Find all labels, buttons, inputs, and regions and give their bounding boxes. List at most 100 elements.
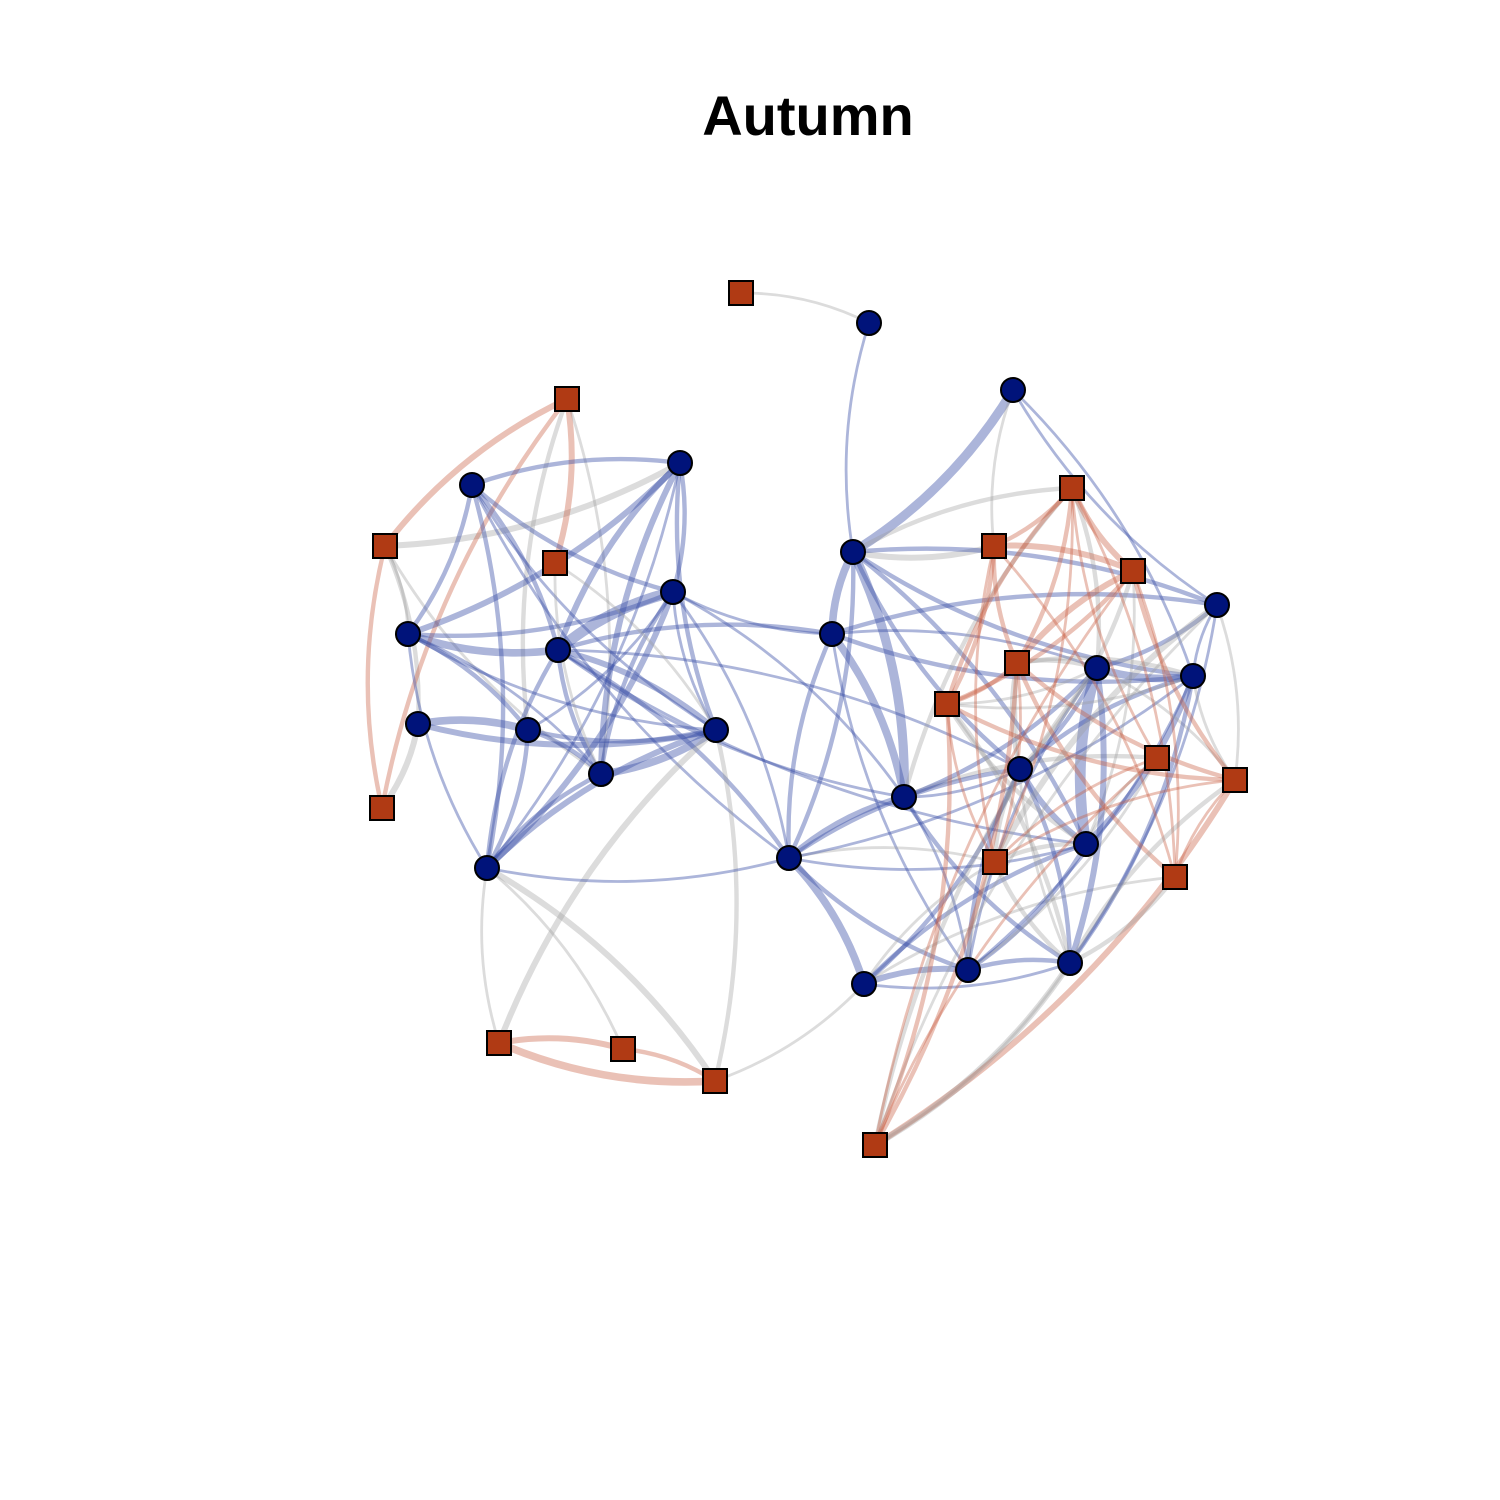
edge-c5-c11 <box>671 590 718 732</box>
edge-c15-c18 <box>902 795 970 972</box>
edge-s14-c21 <box>992 602 1220 865</box>
edge-s5-s6 <box>496 1035 626 1052</box>
edge-c17-c24 <box>862 961 1072 990</box>
edge-c11-s5 <box>496 727 719 1046</box>
edge-c14-c22 <box>830 629 1099 670</box>
edge-c19-c22 <box>1017 665 1100 772</box>
edge-c5-c6 <box>405 589 676 639</box>
edge-c13-c23 <box>850 549 1196 679</box>
edge-s13-s17 <box>944 701 1238 783</box>
edge-c2-c13 <box>848 385 1018 557</box>
node-layer <box>369 280 1248 1158</box>
square-node <box>542 550 568 576</box>
edge-c21-c22 <box>1094 602 1220 671</box>
edge-c13-c16 <box>786 549 856 861</box>
square-node <box>862 1132 888 1158</box>
edge-c7-c20 <box>556 648 1088 846</box>
square-node <box>486 1030 512 1056</box>
circle-node <box>955 957 981 983</box>
square-node <box>981 533 1007 559</box>
edge-c18-c19 <box>965 766 1023 973</box>
edge-c7-c15 <box>556 648 906 799</box>
edge-s10-s13 <box>944 485 1075 707</box>
edge-c4-c6 <box>405 482 475 637</box>
edge-c14-c16 <box>786 631 835 861</box>
edge-s13-s14 <box>945 702 997 864</box>
circle-node <box>395 621 421 647</box>
edge-s4-s13 <box>944 543 997 707</box>
edge-c13-c19 <box>850 549 1023 772</box>
edge-s4-s16 <box>992 544 1177 879</box>
edge-s14-s17 <box>993 778 1237 864</box>
edge-c15-s10 <box>901 485 1075 800</box>
edge-c4-c16 <box>470 483 791 860</box>
edge-c3-c4 <box>469 456 683 488</box>
edge-s2-s3 <box>552 396 575 566</box>
edge-c16-c20 <box>787 842 1088 871</box>
edge-s12-s17 <box>1014 660 1238 783</box>
edge-c5-c16 <box>671 590 791 860</box>
edge-c19-c24 <box>1017 766 1073 966</box>
edge-s5-s8 <box>495 1039 719 1086</box>
edge-c9-c11 <box>525 727 719 744</box>
edge-s1-c1 <box>739 291 871 325</box>
edge-s12-s18 <box>872 660 1020 1148</box>
edge-c21-s17 <box>1215 603 1240 782</box>
circle-node <box>545 637 571 663</box>
edge-c18-c23 <box>966 674 1195 972</box>
edge-c6-c10 <box>406 632 603 776</box>
circle-node <box>515 717 541 743</box>
edge-c24-s18 <box>873 961 1072 1147</box>
edge-s3-c11 <box>553 561 718 732</box>
edge-c19-c23 <box>1017 673 1196 772</box>
edge-c3-c12 <box>485 461 682 870</box>
edge-c7-c19 <box>556 648 1022 771</box>
edge-c17-s14 <box>862 860 997 986</box>
edge-s11-s13 <box>944 568 1136 707</box>
edge-c13-c21 <box>850 546 1220 608</box>
edge-c6-c12 <box>406 632 489 870</box>
edge-c10-s3 <box>553 561 603 776</box>
edge-c12-s5 <box>480 866 501 1045</box>
circle-node <box>819 621 845 647</box>
edge-c4-c12 <box>469 482 506 871</box>
edge-c5-c14 <box>671 590 834 636</box>
edge-c12-s6 <box>485 866 625 1051</box>
edge-c16-c23 <box>787 674 1195 860</box>
circle-node <box>667 450 693 476</box>
edge-c20-s11 <box>1084 569 1136 846</box>
edge-c24-s13 <box>944 701 1073 966</box>
circle-node <box>1073 831 1099 857</box>
edge-c2-c23 <box>1011 388 1195 678</box>
edge-c5-c9 <box>526 590 675 732</box>
circle-node <box>588 761 614 787</box>
edge-s17-s18 <box>872 777 1238 1148</box>
edge-c14-c18 <box>830 632 970 972</box>
edge-c5-c10 <box>598 589 676 777</box>
edge-c22-s10 <box>1069 485 1102 671</box>
square-node <box>369 795 395 821</box>
circle-node <box>459 472 485 498</box>
edge-s12-s16 <box>1014 660 1178 880</box>
edge-c15-c19 <box>902 767 1022 799</box>
edge-c22-s18 <box>872 665 1100 1148</box>
square-node <box>1222 767 1248 793</box>
square-node <box>934 691 960 717</box>
edge-c1-c13 <box>844 321 871 554</box>
edge-s16-c17 <box>862 875 1177 986</box>
circle-node <box>1084 655 1110 681</box>
edge-c13-c15 <box>848 547 909 802</box>
edge-c16-c17 <box>785 854 868 988</box>
edge-c15-c16 <box>786 794 907 861</box>
edge-c21-c24 <box>1068 603 1219 965</box>
edge-c14-c23 <box>829 631 1196 684</box>
edge-c2-c21 <box>1011 388 1219 607</box>
edge-s10-s15 <box>1070 486 1159 760</box>
square-node <box>702 1068 728 1094</box>
edge-s9-c10 <box>383 544 603 776</box>
circle-node <box>1000 377 1026 403</box>
square-node <box>1162 864 1188 890</box>
edge-s18-c24 <box>872 960 1073 1148</box>
edge-c3-c5 <box>670 460 687 595</box>
edge-s2-s7 <box>379 396 570 811</box>
